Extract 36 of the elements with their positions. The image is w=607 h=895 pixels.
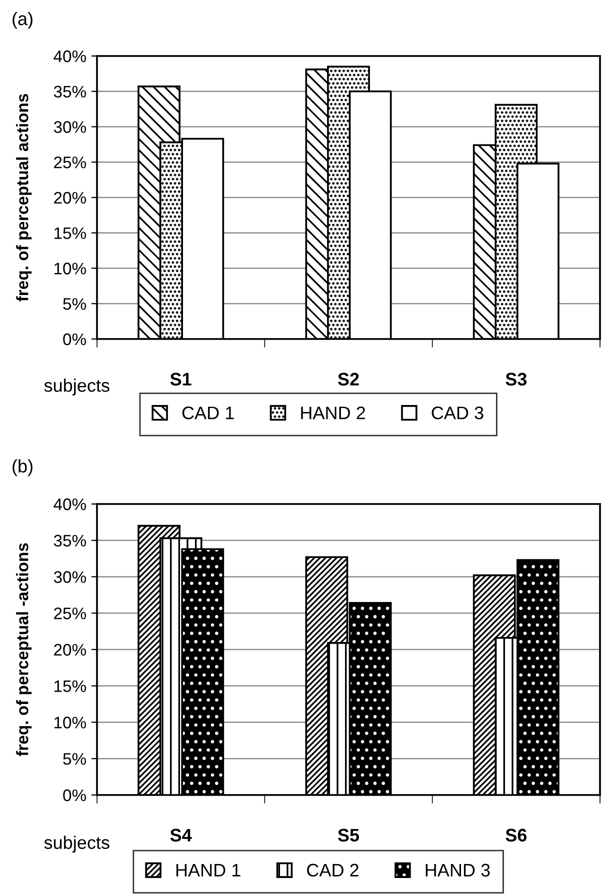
- chart-title: (a): [12, 12, 32, 29]
- y-tick-label: 20%: [54, 644, 86, 656]
- x-axis-title: subjects: [44, 378, 110, 396]
- x-axis-title: subjects: [44, 836, 110, 853]
- legend-label: CAD 2: [307, 864, 358, 877]
- y-tick-label: 35%: [54, 86, 86, 98]
- x-tick-label: S6: [506, 828, 527, 842]
- x-tick-label: S3: [506, 372, 527, 386]
- y-tick-label: 0%: [63, 789, 86, 802]
- x-tick-label: S4: [170, 828, 192, 842]
- y-tick-label: 5%: [63, 753, 86, 765]
- y-tick-label: 40%: [54, 50, 86, 62]
- x-tick-label: S2: [338, 372, 359, 386]
- y-tick-label: 30%: [54, 121, 86, 133]
- legend-label: HAND 2: [301, 406, 365, 420]
- y-tick-label: 5%: [63, 298, 86, 310]
- chart-title: (b): [12, 459, 32, 476]
- x-tick-label: S1: [170, 372, 192, 386]
- y-tick-label: 25%: [54, 156, 86, 168]
- x-tick-label: S5: [338, 828, 360, 842]
- y-axis-title: freq. of perceptual actions: [16, 94, 32, 302]
- y-axis-title: freq. of perceptual -actions: [16, 543, 32, 756]
- y-tick-label: 10%: [54, 262, 86, 274]
- y-tick-label: 40%: [54, 498, 86, 510]
- legend-label: HAND 3: [426, 864, 490, 877]
- y-tick-label: 0%: [63, 333, 86, 346]
- legend-label: CAD 3: [432, 406, 484, 420]
- y-tick-label: 35%: [54, 534, 86, 547]
- y-tick-label: 15%: [54, 680, 86, 692]
- y-tick-label: 20%: [54, 192, 86, 204]
- y-tick-label: 10%: [54, 716, 86, 728]
- y-tick-label: 15%: [54, 227, 86, 240]
- y-tick-label: 25%: [54, 608, 86, 620]
- legend-label: CAD 1: [182, 406, 234, 420]
- y-tick-label: 30%: [54, 571, 86, 583]
- legend-label: HAND 1: [176, 864, 240, 876]
